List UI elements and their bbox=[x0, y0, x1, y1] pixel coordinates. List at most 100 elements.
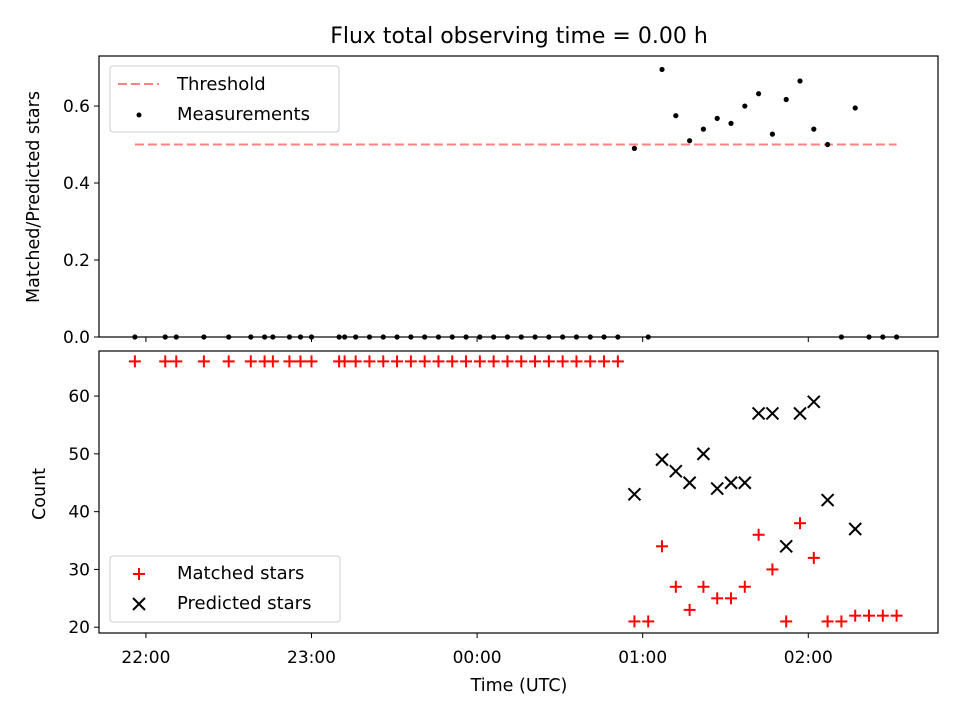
measurement-point bbox=[504, 334, 511, 340]
measurement-point bbox=[587, 334, 593, 340]
measurement-point bbox=[673, 113, 679, 119]
x-tick-label: 00:00 bbox=[453, 648, 502, 668]
matched-star-marker bbox=[711, 592, 724, 605]
measurement-point bbox=[226, 334, 232, 340]
predicted-star-marker bbox=[627, 487, 642, 502]
predicted-star-marker bbox=[696, 447, 711, 461]
matched-star-marker bbox=[642, 615, 655, 628]
matched-stars-legend-label: Matched stars bbox=[177, 563, 304, 584]
count-y-tick-label: 30 bbox=[68, 560, 90, 580]
measurement-point bbox=[270, 334, 276, 340]
measurement-point bbox=[518, 334, 524, 340]
predicted-star-marker bbox=[779, 539, 793, 554]
matched-star-marker bbox=[159, 355, 172, 368]
matched-star-marker bbox=[222, 355, 235, 368]
predicted-stars-legend-label: Predicted stars bbox=[177, 593, 311, 614]
matched-star-marker bbox=[266, 355, 279, 368]
measurement-point bbox=[894, 334, 900, 340]
measurement-point bbox=[546, 334, 552, 340]
count-legend-box bbox=[109, 555, 341, 623]
ratio-y-tick-label: 0.0 bbox=[63, 328, 90, 348]
measurement-point bbox=[728, 120, 734, 126]
measurement-point bbox=[342, 334, 348, 340]
predicted-stars-legend-swatch bbox=[132, 597, 146, 611]
measurement-point bbox=[201, 334, 207, 340]
matched-star-marker bbox=[738, 580, 751, 593]
measurement-point bbox=[811, 126, 817, 132]
matched-star-marker bbox=[377, 355, 390, 368]
predicted-star-marker bbox=[669, 464, 683, 478]
matched-star-marker bbox=[283, 355, 296, 368]
measurement-point bbox=[769, 131, 776, 137]
matched-star-marker bbox=[404, 355, 417, 368]
count-y-axis-label: Count bbox=[30, 468, 50, 520]
measurement-point bbox=[248, 334, 254, 340]
matched-star-marker bbox=[752, 528, 765, 541]
measurements-legend-swatch bbox=[136, 112, 142, 118]
count-y-tick-label: 60 bbox=[68, 387, 90, 407]
predicted-star-marker bbox=[793, 406, 807, 421]
measurement-point bbox=[687, 138, 693, 144]
ratio-y-tick-label: 0.4 bbox=[63, 174, 90, 194]
matched-star-marker bbox=[794, 517, 807, 530]
matched-stars-legend-swatch bbox=[133, 568, 145, 580]
matched-star-marker bbox=[835, 615, 848, 628]
matched-star-marker bbox=[446, 355, 459, 368]
measurement-point bbox=[659, 66, 665, 73]
measurement-point bbox=[838, 334, 845, 340]
matched-star-marker bbox=[294, 355, 307, 368]
ratio-y-tick-label: 0.2 bbox=[63, 251, 90, 271]
measurement-point bbox=[532, 334, 538, 340]
measurement-point bbox=[756, 91, 762, 97]
measurement-point bbox=[336, 334, 342, 340]
predicted-stars-points bbox=[627, 395, 862, 554]
matched-star-marker bbox=[876, 609, 889, 622]
matched-star-marker bbox=[128, 355, 141, 368]
matched-star-marker bbox=[628, 615, 641, 628]
matched-star-marker bbox=[807, 551, 820, 564]
measurement-point bbox=[852, 105, 858, 111]
threshold-legend-label: Threshold bbox=[176, 74, 266, 95]
count-legend: Matched stars Predicted stars bbox=[109, 555, 341, 623]
measurement-point bbox=[491, 334, 497, 340]
matched-star-marker bbox=[418, 355, 431, 368]
measurement-point bbox=[797, 78, 803, 84]
measurement-point bbox=[880, 334, 886, 340]
matched-star-marker bbox=[780, 615, 793, 628]
predicted-star-marker bbox=[710, 481, 724, 496]
matched-star-marker bbox=[391, 355, 404, 368]
measurements-legend-label: Measurements bbox=[177, 104, 310, 125]
measurement-point bbox=[714, 115, 720, 121]
measurement-point bbox=[463, 334, 469, 340]
matched-star-marker bbox=[611, 355, 624, 368]
x-tick-label: 22:00 bbox=[121, 648, 170, 668]
measurement-point bbox=[286, 334, 293, 340]
matched-star-marker bbox=[821, 615, 834, 628]
matched-star-marker bbox=[584, 355, 597, 368]
matched-star-marker bbox=[460, 355, 473, 368]
matched-star-marker bbox=[349, 355, 362, 368]
measurement-point bbox=[700, 126, 707, 132]
predicted-star-marker bbox=[738, 476, 752, 490]
ratio-panel: 0.0 0.2 0.4 0.6 Matched/Predicted stars Thr… bbox=[24, 55, 939, 348]
matched-star-marker bbox=[542, 355, 555, 368]
measurement-point bbox=[631, 145, 638, 151]
ratio-legend-box bbox=[109, 65, 340, 133]
predicted-star-marker bbox=[765, 406, 780, 421]
count-y-tick-label: 50 bbox=[68, 445, 90, 465]
measurement-point bbox=[261, 334, 268, 340]
measurement-point bbox=[162, 334, 168, 340]
matched-star-marker bbox=[305, 355, 318, 368]
matched-star-marker bbox=[338, 355, 351, 368]
measurement-point bbox=[866, 334, 872, 340]
ratio-y-axis-label: Matched/Predicted stars bbox=[24, 91, 44, 303]
measurement-point bbox=[477, 334, 483, 340]
measurement-points bbox=[132, 66, 900, 340]
matched-star-marker bbox=[863, 609, 876, 622]
matched-stars-points bbox=[128, 355, 903, 628]
matched-star-marker bbox=[515, 355, 528, 368]
matched-star-marker bbox=[656, 540, 669, 553]
matched-star-marker bbox=[766, 563, 779, 576]
matched-star-marker bbox=[890, 609, 903, 622]
